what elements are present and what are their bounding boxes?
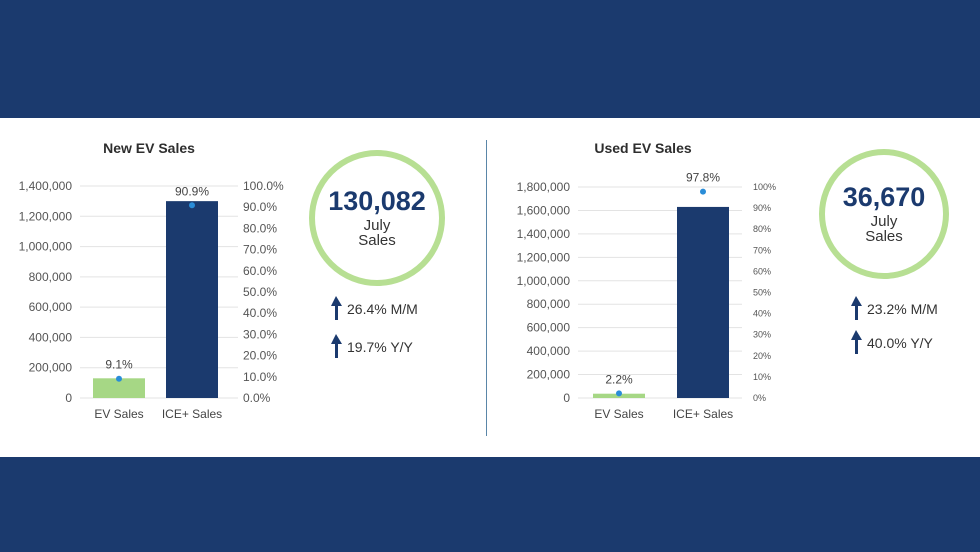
summary-line2: Sales [865, 228, 903, 245]
stat-mm: 26.4% M/M [347, 301, 418, 317]
category-label: ICE+ Sales [162, 407, 222, 421]
bar [93, 378, 145, 398]
y2-tick-label: 10% [753, 372, 771, 382]
y2-tick-label: 50.0% [243, 285, 277, 299]
chart-title-used: Used EV Sales [594, 140, 691, 156]
y2-tick-label: 60% [753, 266, 771, 276]
y-tick-label: 400,000 [527, 344, 571, 358]
y-tick-label: 1,200,000 [517, 250, 571, 264]
summary-number: 36,670 [843, 182, 926, 212]
y-tick-label: 1,000,000 [19, 240, 73, 254]
y2-tick-label: 80.0% [243, 221, 277, 235]
share-label: 90.9% [175, 184, 209, 198]
y2-tick-label: 90.0% [243, 200, 277, 214]
share-point [700, 188, 706, 195]
y2-tick-label: 0.0% [243, 391, 271, 405]
y2-tick-label: 60.0% [243, 264, 277, 278]
y2-tick-label: 70% [753, 245, 771, 255]
y2-tick-label: 20% [753, 351, 771, 361]
y-tick-label: 400,000 [29, 330, 73, 344]
y2-tick-label: 10.0% [243, 370, 277, 384]
bar [166, 201, 218, 398]
y-tick-label: 200,000 [29, 361, 73, 375]
y-tick-label: 800,000 [527, 297, 571, 311]
summary-number: 130,082 [328, 186, 426, 216]
summary-line1: July [871, 213, 898, 230]
new-ev-sales-chart: 0 200,000 400,000 600,000 800,000 1,000,000 1,… [19, 179, 284, 421]
y2-tick-label: 0% [753, 393, 766, 403]
stat-mm: 23.2% M/M [867, 301, 938, 317]
up-arrow-icon [851, 330, 862, 354]
share-point [189, 202, 195, 209]
stat-yy: 19.7% Y/Y [347, 339, 414, 355]
y-tick-label: 1,000,000 [517, 274, 571, 288]
y-tick-label: 1,600,000 [517, 203, 571, 217]
y-tick-label: 600,000 [527, 321, 571, 335]
used-ev-sales-chart: 0 200,000 400,000 600,000 800,000 1,000,000 1,… [517, 171, 776, 421]
y2-tick-label: 30.0% [243, 327, 277, 341]
summary-used: 36,670 July Sales 23.2% M/M 40.0% Y/Y [819, 149, 949, 354]
top-band [0, 0, 980, 118]
y-tick-label: 0 [563, 391, 570, 405]
content-panel [0, 118, 980, 457]
y2-tick-label: 40% [753, 309, 771, 319]
y2-tick-label: 20.0% [243, 349, 277, 363]
y2-tick-label: 90% [753, 203, 771, 213]
y-tick-label: 1,200,000 [19, 209, 73, 223]
y-tick-label: 600,000 [29, 300, 73, 314]
y-tick-label: 200,000 [527, 368, 571, 382]
summary-line1: July [364, 217, 391, 234]
y2-tick-label: 50% [753, 288, 771, 298]
summary-ring [819, 149, 949, 279]
y2-tick-label: 100% [753, 182, 776, 192]
bar [677, 206, 729, 398]
y-tick-label: 1,400,000 [19, 179, 73, 193]
up-arrow-icon [331, 296, 342, 320]
share-point [116, 375, 122, 382]
summary-ring [309, 150, 445, 286]
share-label: 97.8% [686, 171, 720, 185]
panel-divider [486, 140, 487, 436]
chart-title-new: New EV Sales [103, 140, 195, 156]
share-label: 9.1% [105, 358, 133, 372]
share-label: 2.2% [605, 372, 633, 386]
y-tick-label: 1,400,000 [517, 227, 571, 241]
up-arrow-icon [331, 334, 342, 358]
y2-tick-label: 80% [753, 224, 771, 234]
category-label: EV Sales [94, 407, 143, 421]
category-label: EV Sales [594, 407, 643, 421]
summary-line2: Sales [358, 232, 396, 249]
y2-tick-label: 70.0% [243, 243, 277, 257]
stat-yy: 40.0% Y/Y [867, 335, 934, 351]
summary-new: 130,082 July Sales 26.4% M/M 19.7% Y/Y [309, 150, 445, 358]
y2-tick-label: 30% [753, 330, 771, 340]
y-tick-label: 0 [65, 391, 72, 405]
y-tick-label: 1,800,000 [517, 180, 571, 194]
y2-tick-label: 100.0% [243, 179, 284, 193]
y-tick-label: 800,000 [29, 270, 73, 284]
up-arrow-icon [851, 296, 862, 320]
bottom-band [0, 457, 980, 552]
share-point [616, 390, 622, 397]
category-label: ICE+ Sales [673, 407, 733, 421]
y2-tick-label: 40.0% [243, 306, 277, 320]
